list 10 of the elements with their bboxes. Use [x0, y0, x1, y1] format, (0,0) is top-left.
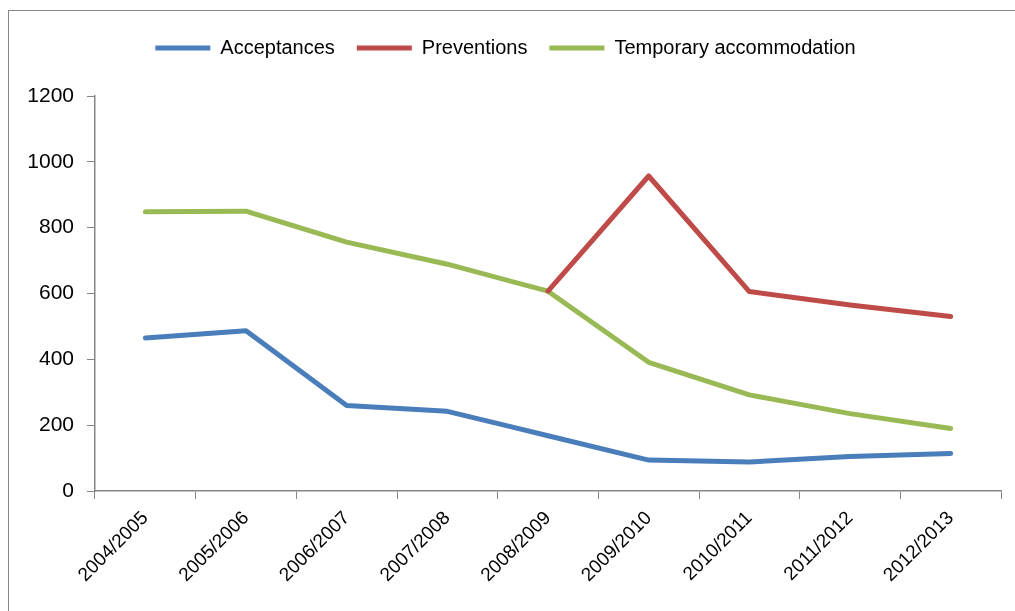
y-tick-label: 200 — [38, 411, 74, 435]
y-tick-label: 600 — [38, 280, 74, 304]
legend-label: Preventions — [421, 35, 528, 58]
y-tick-label: 0 — [62, 477, 74, 501]
legend-label: Temporary accommodation — [614, 35, 856, 58]
y-tick-label: 400 — [38, 346, 74, 370]
legend-label: Acceptances — [220, 35, 335, 58]
y-tick-label: 1200 — [27, 82, 74, 106]
y-tick-label: 800 — [38, 214, 74, 238]
y-tick-label: 1000 — [27, 148, 74, 172]
